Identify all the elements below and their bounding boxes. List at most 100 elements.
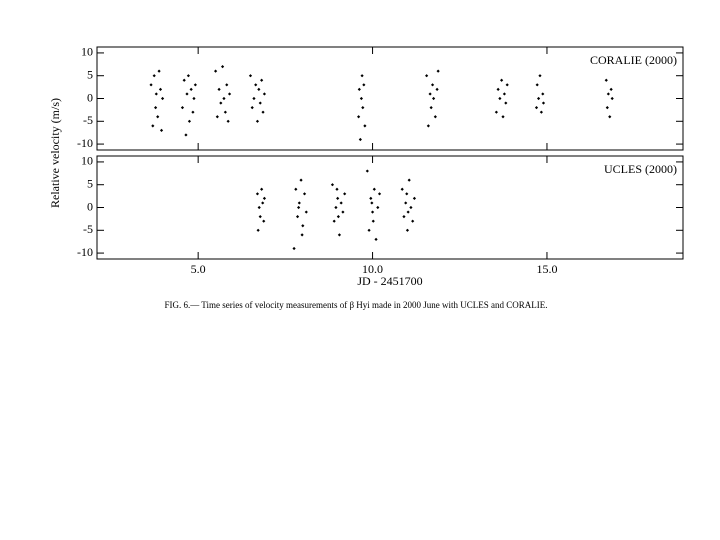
point <box>435 87 439 91</box>
y-tick-label: 10 <box>81 45 93 59</box>
point <box>402 215 406 219</box>
y-tick-label: -10 <box>77 136 93 150</box>
y-tick-label: 0 <box>87 199 93 213</box>
x-tick-label: 10.0 <box>362 262 383 276</box>
point <box>504 101 508 105</box>
y-tick-label: -5 <box>83 113 93 127</box>
y-tick-label: 0 <box>87 90 93 104</box>
point <box>193 83 197 87</box>
point <box>496 87 500 91</box>
point <box>262 196 267 200</box>
y-tick-label: -5 <box>83 222 93 236</box>
point <box>159 128 164 133</box>
point <box>404 201 408 205</box>
point <box>337 233 342 237</box>
point <box>370 201 374 205</box>
point <box>160 96 165 101</box>
point <box>304 210 308 214</box>
point <box>262 92 267 96</box>
point <box>362 83 366 87</box>
point <box>300 233 304 237</box>
point <box>182 78 186 82</box>
point <box>191 110 195 114</box>
y-tick-label: 5 <box>87 67 93 81</box>
point <box>262 219 266 223</box>
point <box>374 237 378 242</box>
point <box>405 228 410 232</box>
point <box>226 119 230 123</box>
point <box>377 192 382 196</box>
point <box>222 96 226 101</box>
point <box>367 228 371 232</box>
point <box>302 192 307 196</box>
point <box>156 115 160 119</box>
point <box>358 137 362 142</box>
point <box>428 92 432 96</box>
point <box>371 219 375 223</box>
point <box>501 115 505 119</box>
point <box>412 196 417 200</box>
plot-frame <box>96 155 684 260</box>
point <box>539 110 543 114</box>
point <box>332 219 336 223</box>
point <box>213 69 218 73</box>
point <box>341 210 345 214</box>
point <box>256 228 260 232</box>
x-tick-label: 5.0 <box>191 262 206 276</box>
point <box>260 78 264 82</box>
point <box>370 210 375 214</box>
point <box>400 187 404 191</box>
point <box>426 124 430 128</box>
point <box>186 74 190 78</box>
point <box>260 187 264 191</box>
point <box>363 124 367 128</box>
point <box>357 115 361 119</box>
point <box>294 187 298 191</box>
point <box>429 106 433 110</box>
point <box>189 87 193 91</box>
point <box>336 196 340 200</box>
point <box>219 101 223 105</box>
point <box>534 106 539 110</box>
point <box>604 78 608 82</box>
point <box>432 96 436 101</box>
point <box>158 87 163 91</box>
point <box>184 133 188 137</box>
point <box>250 106 254 110</box>
point <box>217 87 221 91</box>
panel-label: UCLES (2000) <box>604 162 677 176</box>
point <box>430 83 435 87</box>
point <box>498 96 502 101</box>
point <box>608 115 612 119</box>
point <box>185 92 189 96</box>
x-tick-label: 15.0 <box>536 262 557 276</box>
point <box>257 205 261 210</box>
point <box>505 83 509 87</box>
point <box>336 215 340 219</box>
point <box>605 106 609 110</box>
point <box>538 74 542 78</box>
point <box>536 96 541 101</box>
point <box>297 205 301 210</box>
point <box>299 178 303 182</box>
point <box>376 205 380 210</box>
point <box>359 96 363 101</box>
point <box>369 196 373 200</box>
point <box>502 92 507 96</box>
point <box>360 74 364 78</box>
point <box>541 92 545 96</box>
point <box>152 74 156 78</box>
point <box>343 192 347 196</box>
point <box>292 246 296 251</box>
point <box>411 219 415 223</box>
point <box>248 74 253 78</box>
point <box>255 192 260 196</box>
point <box>225 83 229 87</box>
point <box>252 96 256 101</box>
point <box>500 78 504 82</box>
point <box>180 106 185 110</box>
point <box>606 92 610 96</box>
x-axis-label: JD - 2451700 <box>357 274 422 288</box>
point <box>365 169 369 173</box>
